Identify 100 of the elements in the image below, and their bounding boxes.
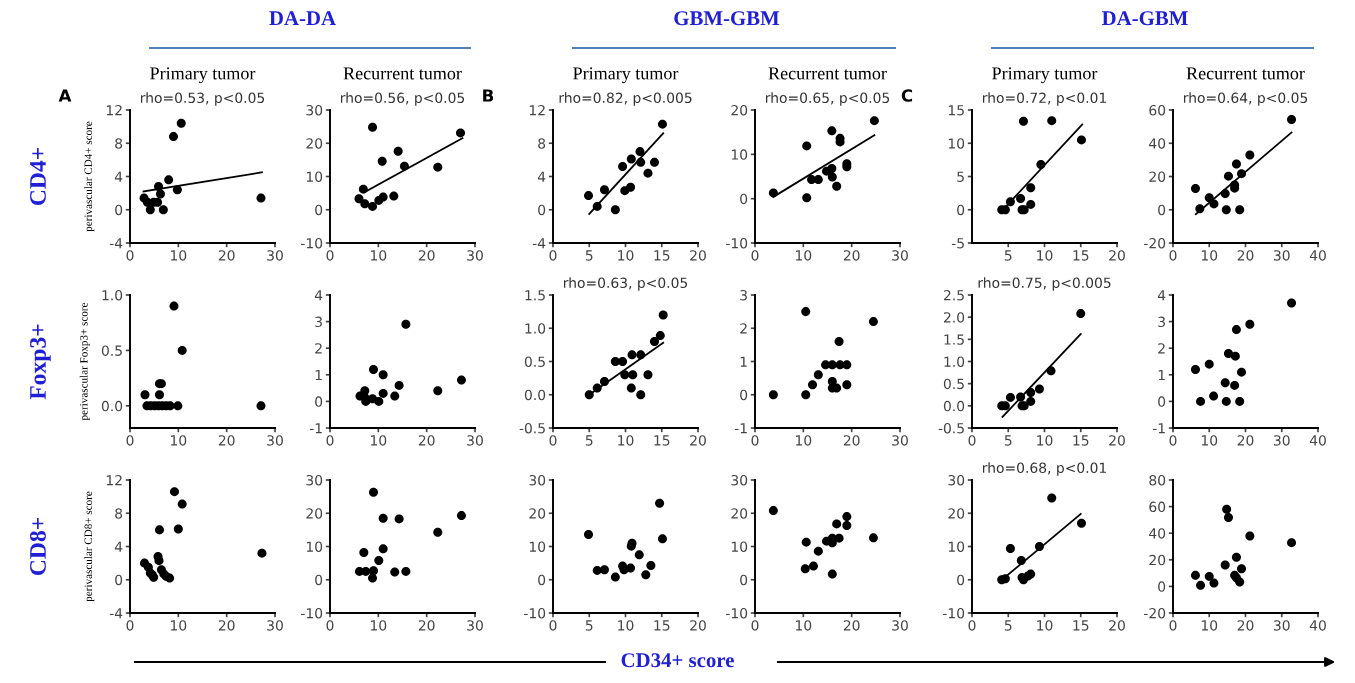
y-tick-label: 1.5 <box>944 334 964 345</box>
x-tick-label: 20 <box>690 620 706 631</box>
y-tick-label: -5 <box>951 238 964 249</box>
x-tick-label: 40 <box>1309 620 1326 631</box>
x-tick-label: 10 <box>171 435 187 446</box>
x-tick-label: 0 <box>326 435 334 446</box>
x-tick-label: 15 <box>1073 250 1089 261</box>
y-tick-label: 0 <box>538 574 546 586</box>
chart-title: Recurrent tumor <box>1186 67 1305 80</box>
y-tick-label: 1.0 <box>944 356 965 367</box>
x-tick-label: 10 <box>618 620 634 631</box>
chart-title: Recurrent tumor <box>768 67 887 80</box>
y-tick-label: 0 <box>1158 581 1166 592</box>
y-tick-label: 10 <box>529 541 546 552</box>
x-tick-label: 10 <box>618 435 634 446</box>
x-tick-label: 20 <box>1237 435 1254 446</box>
y-tick-label: 4 <box>1157 290 1166 301</box>
y-tick-label: 2.5 <box>943 289 964 301</box>
y-tick-label: 80 <box>1149 474 1166 486</box>
x-tick-label: 20 <box>1237 250 1254 261</box>
x-tick-label: 30 <box>1273 620 1290 631</box>
chart-subtitle: rho=0.75, p<0.005 <box>978 277 1111 291</box>
chart-subtitle: rho=0.64, p<0.05 <box>1183 92 1308 106</box>
y-tick-label: 10 <box>306 171 323 182</box>
y-tick-label: -20 <box>1144 237 1166 249</box>
y-tick-label: -1 <box>734 423 747 434</box>
y-tick-label: 2 <box>315 343 322 354</box>
y-tick-label: 20 <box>948 508 965 519</box>
y-tick-label: 15 <box>948 105 964 116</box>
y-tick-label: 1.5 <box>525 290 545 301</box>
x-tick-label: 10 <box>171 620 187 631</box>
y-tick-label: 30 <box>731 474 748 486</box>
y-tick-label: -10 <box>524 607 546 619</box>
y-tick-label: -0.5 <box>519 422 545 434</box>
x-tick-label: 20 <box>418 620 435 631</box>
y-tick-label: 30 <box>948 474 965 486</box>
x-tick-label: 0 <box>1169 250 1177 261</box>
x-tick-label: 0 <box>549 435 557 446</box>
x-tick-label: 20 <box>418 435 435 446</box>
x-tick-label: 20 <box>843 620 860 631</box>
x-tick-label: 0 <box>751 435 759 446</box>
chart-subtitle: rho=0.65, p<0.05 <box>765 92 890 106</box>
y-tick-label: 40 <box>1149 138 1166 149</box>
y-tick-label: 0.0 <box>101 400 123 412</box>
x-tick-label: 5 <box>1004 620 1012 631</box>
x-tick-label: 5 <box>585 435 593 446</box>
y-tick-label: 20 <box>1149 171 1166 182</box>
y-tick-label: -1 <box>309 423 322 434</box>
y-tick-label: 12 <box>106 474 122 486</box>
x-tick-label: 20 <box>1237 620 1254 631</box>
y-tick-label: 0 <box>740 193 748 205</box>
x-tick-label: 10 <box>796 435 812 446</box>
y-tick-label: 10 <box>948 541 965 552</box>
x-tick-label: 20 <box>1109 250 1125 261</box>
x-tick-label: 20 <box>690 250 706 261</box>
chart-subtitle: rho=0.68, p<0.01 <box>982 462 1106 476</box>
x-tick-label: 0 <box>326 620 334 631</box>
x-tick-label: 30 <box>1273 435 1290 446</box>
y-tick-label: 20 <box>529 508 546 519</box>
y-tick-label: 2.0 <box>943 312 965 323</box>
chart-subtitle: rho=0.53, p<0.05 <box>140 92 265 106</box>
y-tick-label: 2 <box>1158 343 1165 354</box>
x-tick-label: 5 <box>1004 435 1012 446</box>
y-tick-label: 0 <box>957 574 965 586</box>
text: DA-DA <box>269 11 336 26</box>
x-tick-label: 0 <box>326 250 334 261</box>
y-tick-label: 10 <box>948 138 965 149</box>
text: GBM-GBM <box>674 11 780 26</box>
x-tick-label: 15 <box>654 250 670 261</box>
x-tick-label: 20 <box>218 435 235 446</box>
y-tick-label: 1.0 <box>525 323 546 334</box>
text: Foxp3+ <box>30 324 51 400</box>
y-tick-label: 20 <box>731 104 748 116</box>
x-tick-label: 5 <box>585 250 593 261</box>
y-tick-label: 10 <box>731 541 748 552</box>
y-tick-label: 4 <box>537 171 546 182</box>
y-tick-label: -10 <box>726 607 748 619</box>
y-tick-label: -4 <box>109 608 123 619</box>
y-tick-label: 8 <box>538 138 546 149</box>
x-tick-label: 20 <box>843 250 860 261</box>
y-tick-label: 3 <box>315 316 322 328</box>
x-tick-label: 0 <box>1169 435 1177 446</box>
x-tick-label: 15 <box>654 620 670 631</box>
y-tick-label: 0 <box>740 574 748 586</box>
y-tick-label: 0 <box>957 204 965 216</box>
x-tick-label: 10 <box>1037 435 1053 446</box>
y-tick-label: 1 <box>315 369 322 381</box>
text: CD4+ <box>30 148 46 206</box>
y-tick-label: 60 <box>1149 501 1166 513</box>
text: A <box>58 89 72 102</box>
y-tick-label: 0.5 <box>101 345 122 356</box>
text: DA-GBM <box>1101 11 1188 26</box>
y-tick-label: 0.0 <box>524 389 546 401</box>
y-tick-label: 0.5 <box>943 378 964 390</box>
y-tick-label: 5 <box>957 171 964 182</box>
y-tick-label: 4 <box>114 171 123 182</box>
y-tick-label: -20 <box>1144 607 1166 619</box>
x-tick-label: 10 <box>618 250 634 261</box>
chart-title: Primary tumor <box>150 67 256 84</box>
x-tick-label: 30 <box>467 435 483 446</box>
